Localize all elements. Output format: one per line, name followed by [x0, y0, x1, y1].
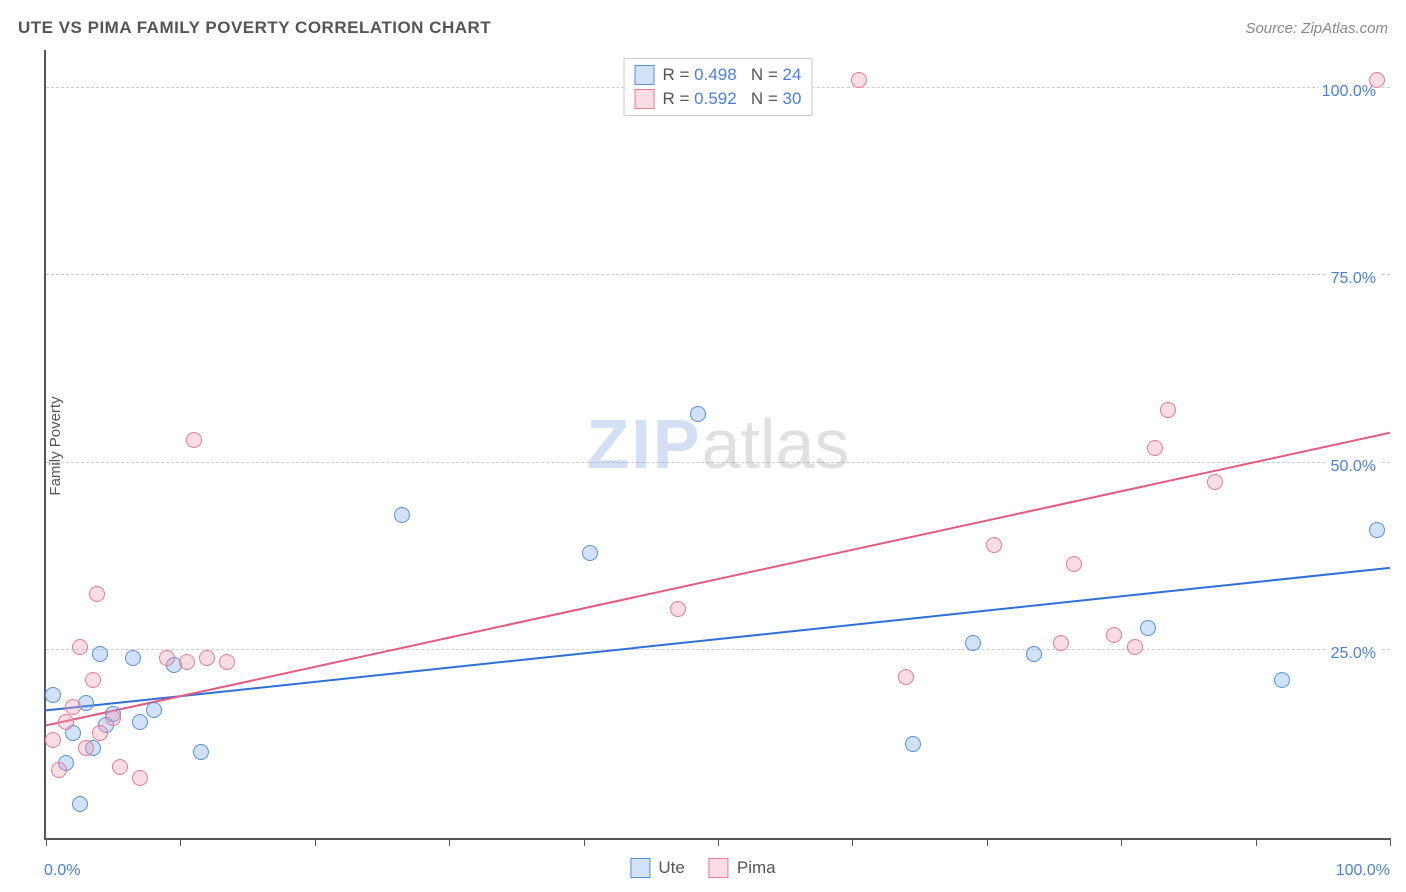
chart-title: UTE VS PIMA FAMILY POVERTY CORRELATION C… [18, 18, 491, 38]
scatter-marker [219, 654, 235, 670]
scatter-marker [179, 654, 195, 670]
source-label: Source: ZipAtlas.com [1245, 20, 1388, 37]
y-tick-label: 25.0% [1327, 645, 1380, 663]
scatter-marker [132, 714, 148, 730]
scatter-marker [159, 650, 175, 666]
x-tick [315, 838, 316, 846]
scatter-marker [186, 432, 202, 448]
legend-label: Ute [658, 858, 684, 878]
gridline [46, 274, 1390, 275]
scatter-marker [45, 687, 61, 703]
scatter-marker [965, 635, 981, 651]
scatter-marker [85, 672, 101, 688]
scatter-marker [146, 702, 162, 718]
scatter-marker [78, 695, 94, 711]
scatter-marker [851, 72, 867, 88]
x-tick [987, 838, 988, 846]
x-tick [1256, 838, 1257, 846]
x-tick [449, 838, 450, 846]
scatter-marker [582, 545, 598, 561]
scatter-marker [132, 770, 148, 786]
legend-label: Pima [737, 858, 776, 878]
scatter-marker [1053, 635, 1069, 651]
x-tick [46, 838, 47, 846]
scatter-marker [1274, 672, 1290, 688]
scatter-marker [89, 586, 105, 602]
legend-swatch [630, 858, 650, 878]
legend-stat: R = 0.498 N = 24 [663, 65, 802, 85]
scatter-marker [1026, 646, 1042, 662]
scatter-marker [1369, 522, 1385, 538]
x-tick [1390, 838, 1391, 846]
legend-stat: R = 0.592 N = 30 [663, 89, 802, 109]
scatter-marker [72, 796, 88, 812]
trend-line [46, 568, 1390, 711]
gridline [46, 462, 1390, 463]
x-tick-label: 100.0% [1336, 862, 1390, 880]
scatter-marker [1066, 556, 1082, 572]
trend-lines [46, 50, 1390, 838]
scatter-marker [92, 646, 108, 662]
plot-area: ZIPatlas R = 0.498 N = 24 R = 0.592 N = 3… [44, 50, 1390, 840]
scatter-marker [1127, 639, 1143, 655]
scatter-marker [78, 740, 94, 756]
legend-row: R = 0.498 N = 24 [635, 63, 802, 87]
scatter-marker [1106, 627, 1122, 643]
scatter-marker [92, 725, 108, 741]
chart-header: UTE VS PIMA FAMILY POVERTY CORRELATION C… [18, 18, 1388, 38]
scatter-marker [1369, 72, 1385, 88]
scatter-marker [1140, 620, 1156, 636]
scatter-marker [1147, 440, 1163, 456]
scatter-marker [72, 639, 88, 655]
legend-swatch [709, 858, 729, 878]
scatter-marker [898, 669, 914, 685]
scatter-marker [1160, 402, 1176, 418]
legend-bottom-item: Pima [709, 858, 776, 878]
scatter-marker [58, 714, 74, 730]
trend-line [46, 433, 1390, 726]
x-tick [180, 838, 181, 846]
legend-top: R = 0.498 N = 24 R = 0.592 N = 30 [624, 58, 813, 116]
scatter-marker [670, 601, 686, 617]
legend-bottom: Ute Pima [630, 858, 775, 878]
scatter-marker [1207, 474, 1223, 490]
watermark: ZIPatlas [587, 404, 850, 484]
x-tick [852, 838, 853, 846]
scatter-marker [125, 650, 141, 666]
gridline [46, 649, 1390, 650]
watermark-part1: ZIP [587, 405, 702, 483]
scatter-marker [394, 507, 410, 523]
legend-bottom-item: Ute [630, 858, 684, 878]
scatter-marker [986, 537, 1002, 553]
scatter-marker [105, 710, 121, 726]
scatter-marker [51, 762, 67, 778]
scatter-marker [45, 732, 61, 748]
watermark-part2: atlas [702, 405, 850, 483]
scatter-marker [65, 699, 81, 715]
scatter-marker [690, 406, 706, 422]
y-tick-label: 50.0% [1327, 458, 1380, 476]
x-tick [1121, 838, 1122, 846]
scatter-marker [112, 759, 128, 775]
x-tick [584, 838, 585, 846]
scatter-marker [199, 650, 215, 666]
legend-swatch [635, 89, 655, 109]
legend-swatch [635, 65, 655, 85]
y-tick-label: 75.0% [1327, 270, 1380, 288]
x-tick-label: 0.0% [44, 862, 80, 880]
legend-row: R = 0.592 N = 30 [635, 87, 802, 111]
x-tick [718, 838, 719, 846]
scatter-marker [193, 744, 209, 760]
scatter-marker [905, 736, 921, 752]
